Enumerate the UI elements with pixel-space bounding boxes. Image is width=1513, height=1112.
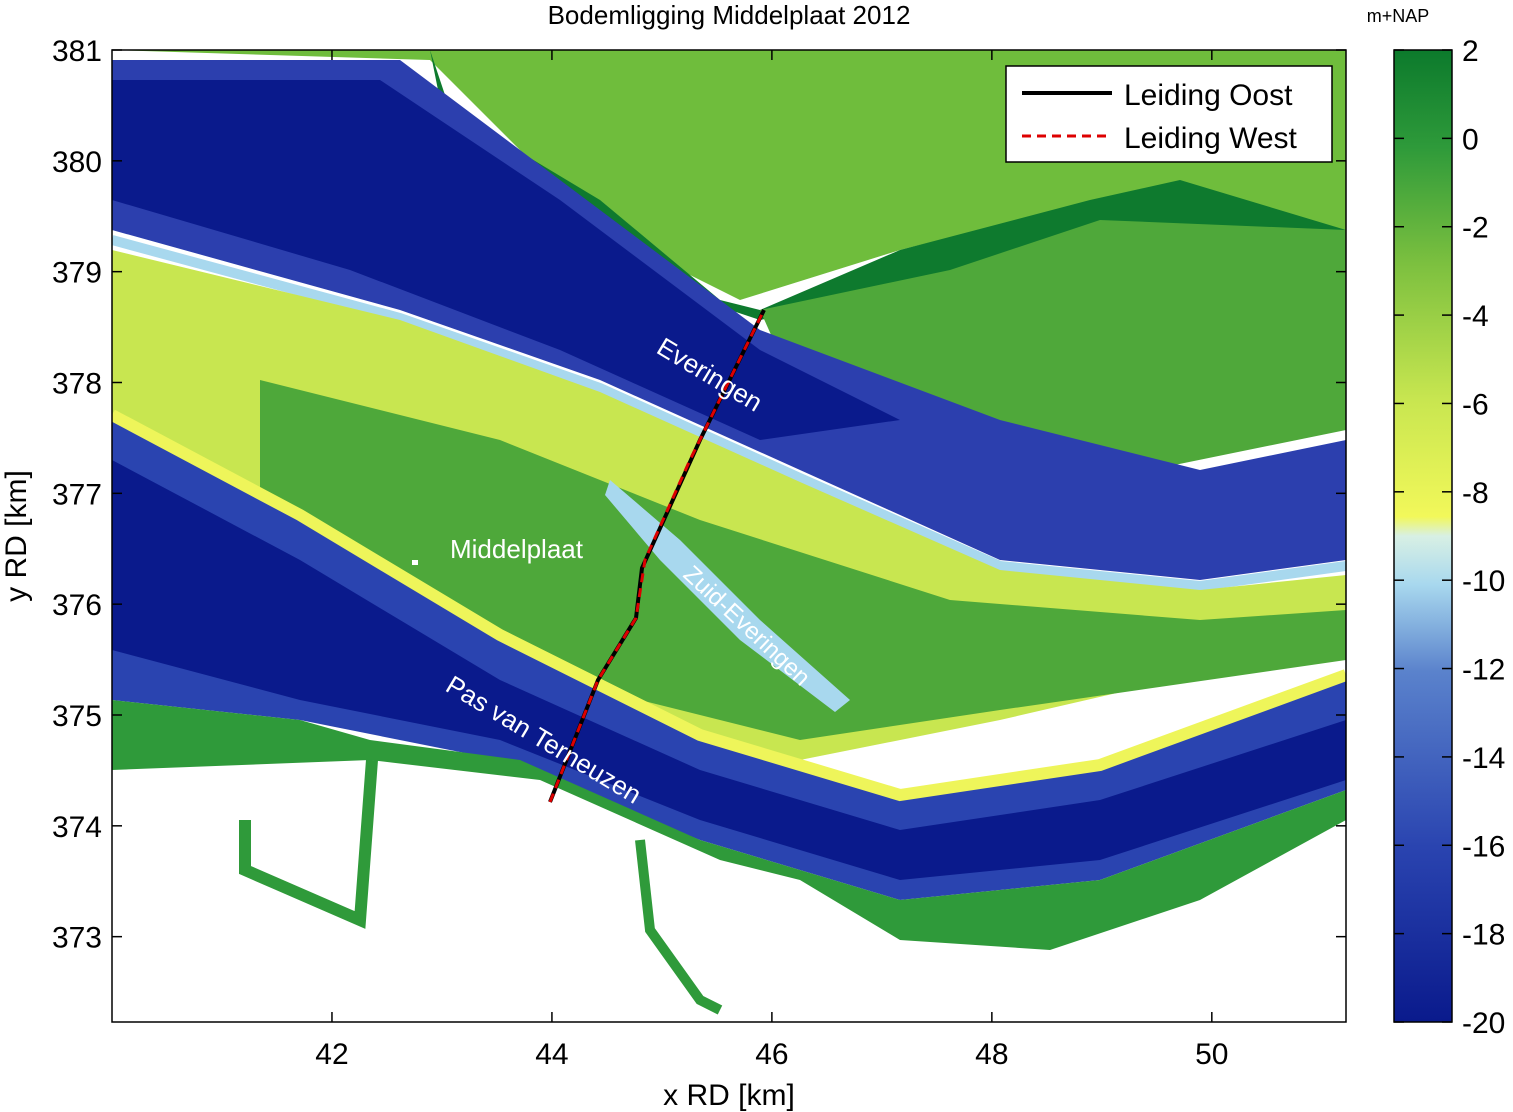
colorbar-tick-label: -18 bbox=[1462, 919, 1505, 952]
colorbar-tick-label: -16 bbox=[1462, 830, 1505, 863]
harbour-east bbox=[635, 839, 723, 1015]
y-tick-label: 376 bbox=[52, 589, 102, 622]
harbour-west bbox=[239, 759, 378, 929]
label-middelplaat: Middelplaat bbox=[450, 534, 584, 564]
colorbar-tick-label: 0 bbox=[1462, 123, 1479, 156]
chart-title: Bodemligging Middelplaat 2012 bbox=[548, 0, 911, 30]
x-tick-label: 46 bbox=[755, 1038, 788, 1071]
leiding-west-line bbox=[548, 309, 766, 803]
legend: Leiding Oost Leiding West bbox=[1005, 65, 1333, 163]
everingen-edge bbox=[112, 235, 1346, 592]
colorbar-tick-label: -8 bbox=[1462, 477, 1489, 510]
y-tick-label: 380 bbox=[52, 146, 102, 179]
zuid-everingen-channel bbox=[605, 480, 850, 712]
map-area bbox=[112, 50, 1346, 1022]
colorbar-gradient bbox=[1393, 49, 1453, 1023]
y-tick-label: 375 bbox=[52, 700, 102, 733]
y-tick-label: 379 bbox=[52, 257, 102, 290]
x-tick-label: 44 bbox=[535, 1038, 568, 1071]
y-axis: 381 380 379 378 377 376 375 374 373 bbox=[52, 35, 1346, 955]
legend-label-oost: Leiding Oost bbox=[1124, 79, 1293, 112]
colorbar-tick-label: 2 bbox=[1462, 35, 1479, 68]
colorbar-tick-label: -6 bbox=[1462, 388, 1489, 421]
colorbar-unit: m+NAP bbox=[1367, 6, 1430, 26]
colorbar-tick-label: -2 bbox=[1462, 212, 1489, 245]
y-tick-label: 378 bbox=[52, 367, 102, 400]
y-tick-label: 374 bbox=[52, 811, 102, 844]
legend-label-west: Leiding West bbox=[1124, 122, 1298, 155]
x-tick-label: 50 bbox=[1195, 1038, 1228, 1071]
y-axis-label: y RD [km] bbox=[0, 470, 33, 602]
marker-dot bbox=[412, 560, 418, 565]
x-axis: 42 44 46 48 50 bbox=[315, 50, 1229, 1071]
colorbar-tick-label: -12 bbox=[1462, 654, 1505, 687]
y-tick-label: 381 bbox=[52, 35, 102, 68]
colorbar-tick-label: -14 bbox=[1462, 742, 1505, 775]
pipelines bbox=[548, 309, 766, 803]
everingen-deep bbox=[112, 80, 900, 440]
y-tick-label: 373 bbox=[52, 922, 102, 955]
x-axis-label: x RD [km] bbox=[663, 1079, 795, 1112]
colorbar-tick-label: -20 bbox=[1462, 1007, 1505, 1040]
x-tick-label: 48 bbox=[975, 1038, 1008, 1071]
colorbar: m+NAP 2 0 -2 -4 -6 -8 -10 -12 -14 -16 -18 -20 bbox=[1367, 6, 1506, 1040]
legend-box bbox=[1005, 65, 1333, 163]
plot-frame bbox=[111, 49, 1347, 1023]
colorbar-tick-label: -4 bbox=[1462, 300, 1489, 333]
x-tick-label: 42 bbox=[315, 1038, 348, 1071]
south-coast-land bbox=[112, 700, 1346, 950]
colorbar-tick-label: -10 bbox=[1462, 565, 1505, 598]
north-coast-land bbox=[430, 50, 1346, 320]
pas-edge bbox=[112, 409, 1346, 802]
y-tick-label: 377 bbox=[52, 478, 102, 511]
pas-van-terneuzen-deep bbox=[112, 460, 1346, 880]
colorbar-ticks: 2 0 -2 -4 -6 -8 -10 -12 -14 -16 -18 -20 bbox=[1394, 35, 1505, 1040]
